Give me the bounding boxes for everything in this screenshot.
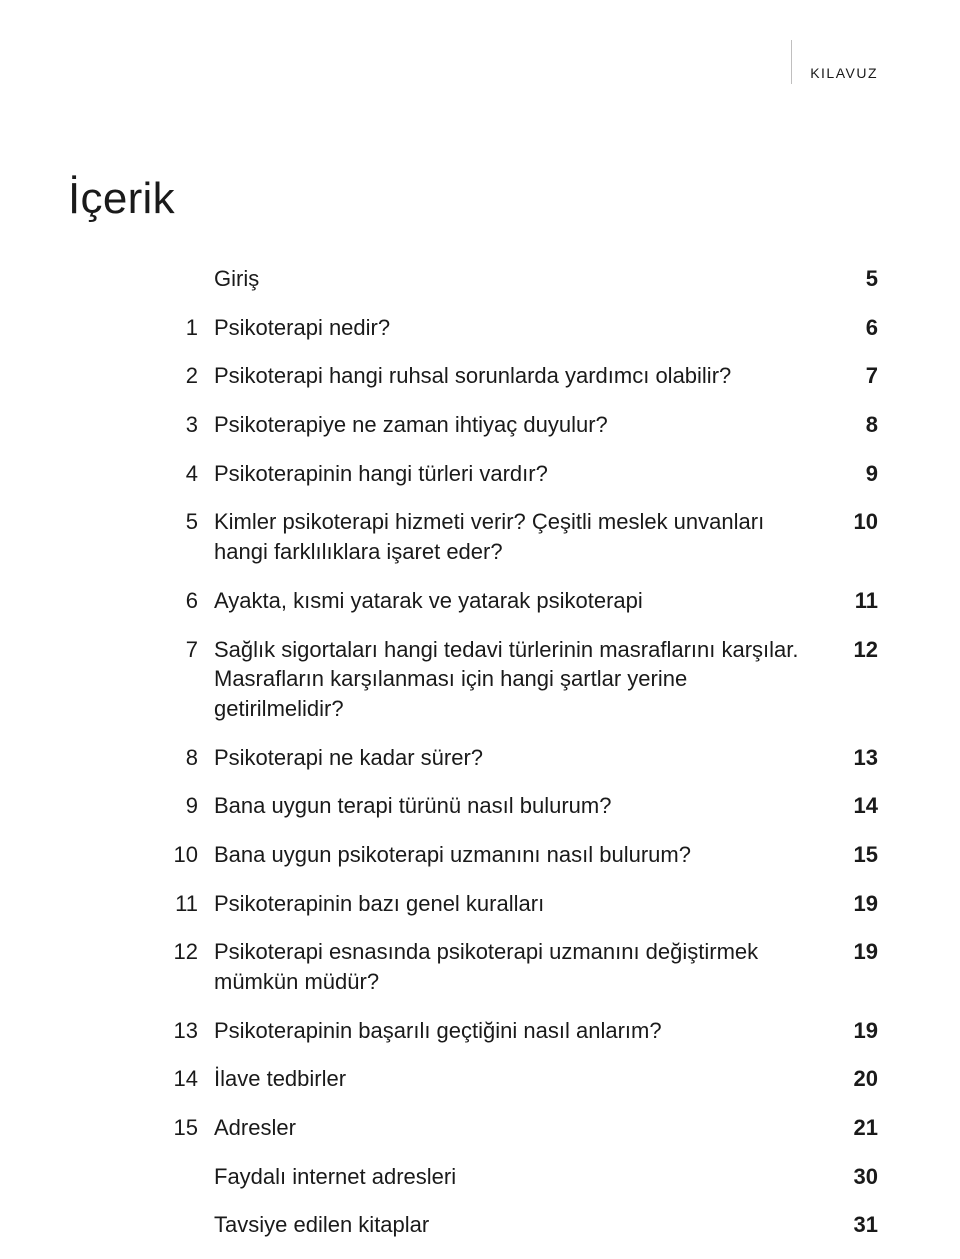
toc-row: 4Psikoterapinin hangi türleri vardır?9 [154, 459, 878, 489]
toc-row: 9Bana uygun terapi türünü nasıl bulurum?… [154, 791, 878, 821]
toc-entry-text: Ayakta, kısmi yatarak ve yatarak psikote… [198, 586, 834, 616]
toc-entry-page: 11 [834, 588, 878, 614]
toc-entry-page: 5 [834, 266, 878, 292]
toc-entry-page: 12 [834, 637, 878, 663]
header-divider [791, 40, 792, 84]
toc-row: 13Psikoterapinin başarılı geçtiğini nası… [154, 1016, 878, 1046]
toc-entry-text: Psikoterapi esnasında psikoterapi uzmanı… [198, 937, 834, 996]
toc-entry-text: Giriş [198, 264, 834, 294]
toc-row: 12Psikoterapi esnasında psikoterapi uzma… [154, 937, 878, 996]
toc-entry-number: 1 [154, 315, 198, 341]
toc-entry-number: 14 [154, 1066, 198, 1092]
toc-entry-number: 7 [154, 637, 198, 663]
page-title: İçerik [68, 174, 878, 224]
toc-entry-text: Psikoterapi ne kadar sürer? [198, 743, 834, 773]
toc-entry-text: Kimler psikoterapi hizmeti verir? Çeşitl… [198, 507, 834, 566]
header-region: KILAVUZ [791, 40, 878, 84]
toc-entry-text: Faydalı internet adresleri [198, 1162, 834, 1192]
toc-row: 8Psikoterapi ne kadar sürer?13 [154, 743, 878, 773]
toc-list: Giriş51Psikoterapi nedir?62Psikoterapi h… [154, 264, 878, 1240]
toc-row: Tavsiye edilen kitaplar31 [154, 1210, 878, 1240]
toc-row: 1Psikoterapi nedir?6 [154, 313, 878, 343]
toc-entry-page: 19 [834, 939, 878, 965]
toc-entry-page: 19 [834, 1018, 878, 1044]
toc-entry-number: 4 [154, 461, 198, 487]
toc-entry-page: 13 [834, 745, 878, 771]
toc-entry-page: 14 [834, 793, 878, 819]
toc-entry-page: 31 [834, 1212, 878, 1238]
toc-entry-page: 7 [834, 363, 878, 389]
toc-entry-page: 21 [834, 1115, 878, 1141]
toc-entry-number: 13 [154, 1018, 198, 1044]
toc-entry-text: Psikoterapiye ne zaman ihtiyaç duyulur? [198, 410, 834, 440]
toc-entry-number: 3 [154, 412, 198, 438]
toc-row: 2Psikoterapi hangi ruhsal sorunlarda yar… [154, 361, 878, 391]
toc-entry-text: Adresler [198, 1113, 834, 1143]
toc-entry-number: 6 [154, 588, 198, 614]
toc-entry-text: Tavsiye edilen kitaplar [198, 1210, 834, 1240]
toc-row: 11Psikoterapinin bazı genel kuralları19 [154, 889, 878, 919]
toc-row: 5Kimler psikoterapi hizmeti verir? Çeşit… [154, 507, 878, 566]
header-label: KILAVUZ [810, 65, 878, 84]
toc-row: 14İlave tedbirler20 [154, 1064, 878, 1094]
toc-entry-number: 8 [154, 745, 198, 771]
toc-entry-page: 20 [834, 1066, 878, 1092]
toc-entry-text: Psikoterapinin bazı genel kuralları [198, 889, 834, 919]
toc-entry-number: 5 [154, 509, 198, 535]
toc-row: 15Adresler21 [154, 1113, 878, 1143]
content-region: İçerik Giriş51Psikoterapi nedir?62Psikot… [68, 174, 878, 1259]
toc-entry-text: Psikoterapinin hangi türleri vardır? [198, 459, 834, 489]
toc-entry-number: 2 [154, 363, 198, 389]
toc-entry-text: Psikoterapi hangi ruhsal sorunlarda yard… [198, 361, 834, 391]
toc-row: Faydalı internet adresleri30 [154, 1162, 878, 1192]
toc-entry-text: Bana uygun psikoterapi uzmanını nasıl bu… [198, 840, 834, 870]
toc-entry-number: 10 [154, 842, 198, 868]
toc-entry-text: İlave tedbirler [198, 1064, 834, 1094]
toc-entry-text: Bana uygun terapi türünü nasıl bulurum? [198, 791, 834, 821]
toc-entry-page: 9 [834, 461, 878, 487]
toc-row: Giriş5 [154, 264, 878, 294]
toc-entry-number: 15 [154, 1115, 198, 1141]
toc-entry-text: Psikoterapinin başarılı geçtiğini nasıl … [198, 1016, 834, 1046]
toc-entry-text: Sağlık sigortaları hangi tedavi türlerin… [198, 635, 834, 724]
toc-entry-page: 15 [834, 842, 878, 868]
toc-row: 6Ayakta, kısmi yatarak ve yatarak psikot… [154, 586, 878, 616]
toc-entry-number: 9 [154, 793, 198, 819]
toc-row: 7Sağlık sigortaları hangi tedavi türleri… [154, 635, 878, 724]
toc-row: 10Bana uygun psikoterapi uzmanını nasıl … [154, 840, 878, 870]
toc-entry-number: 11 [154, 891, 198, 917]
toc-entry-number: 12 [154, 939, 198, 965]
toc-row: 3Psikoterapiye ne zaman ihtiyaç duyulur?… [154, 410, 878, 440]
toc-entry-page: 10 [834, 509, 878, 535]
toc-entry-page: 30 [834, 1164, 878, 1190]
toc-entry-page: 6 [834, 315, 878, 341]
toc-entry-page: 19 [834, 891, 878, 917]
toc-entry-text: Psikoterapi nedir? [198, 313, 834, 343]
toc-entry-page: 8 [834, 412, 878, 438]
